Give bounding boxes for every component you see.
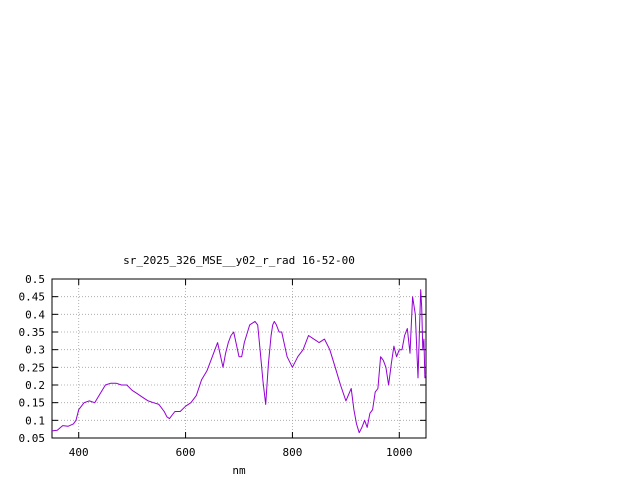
y-tick-label: 0.45 — [19, 291, 46, 304]
x-tick-label: 1000 — [386, 446, 413, 459]
y-tick-label: 0.15 — [19, 397, 46, 410]
y-tick-label: 0.5 — [25, 273, 45, 286]
y-tick-label: 0.1 — [25, 414, 45, 427]
x-tick-label: 600 — [176, 446, 196, 459]
y-tick-label: 0.25 — [19, 361, 46, 374]
axis-ticks: 0.05 0.1 0.15 0.2 0.25 0.3 0.35 0.4 0.45 0.5 400 60… — [19, 273, 426, 459]
x-axis-label: nm — [232, 464, 246, 477]
y-tick-label: 0.35 — [19, 326, 46, 339]
x-tick-label: 400 — [69, 446, 89, 459]
chart-title: sr_2025_326_MSE__y02_r_rad 16-52-00 — [123, 254, 355, 267]
grid — [52, 279, 426, 438]
y-tick-label: 0.05 — [19, 432, 46, 445]
x-tick-label: 800 — [282, 446, 302, 459]
y-tick-label: 0.3 — [25, 344, 45, 357]
series-line — [51, 289, 427, 434]
plot-frame — [51, 278, 427, 439]
y-tick-label: 0.4 — [25, 308, 45, 321]
y-tick-label: 0.2 — [25, 379, 45, 392]
series-layer — [51, 289, 427, 434]
